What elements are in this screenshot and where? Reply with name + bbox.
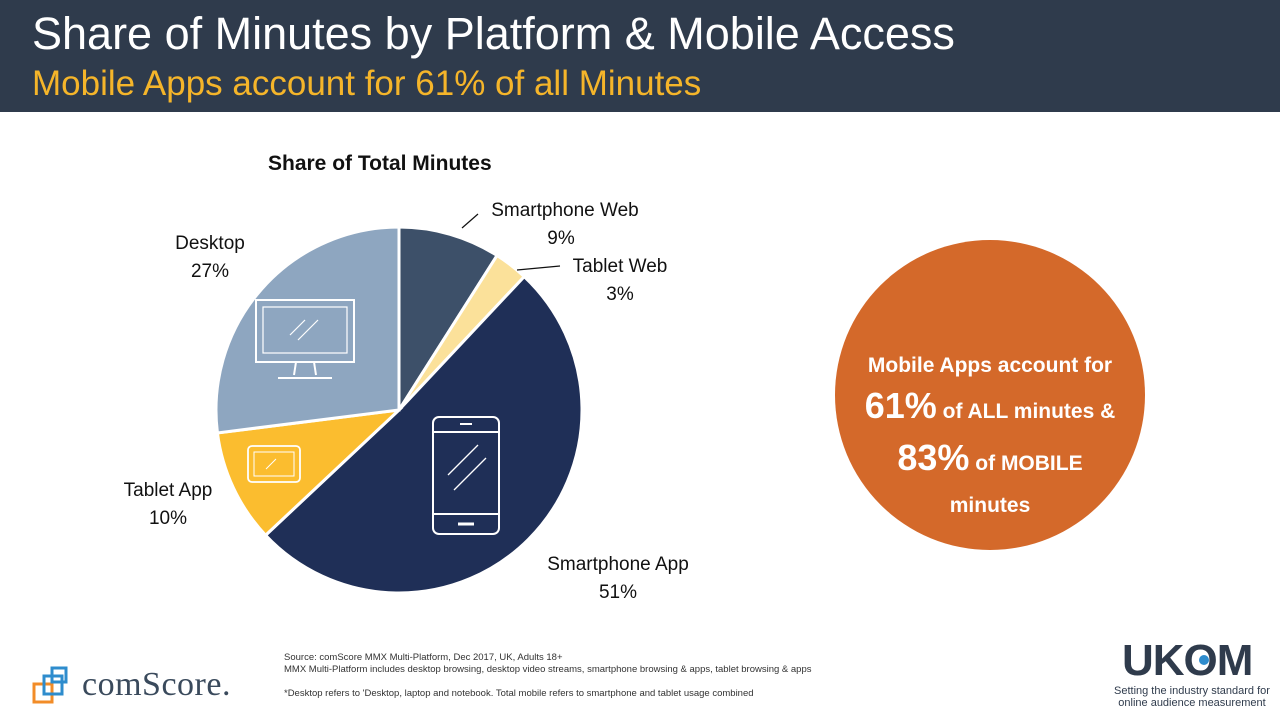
pie-slice-tablet-app xyxy=(215,407,404,538)
source-line-1: Source: comScore MMX Multi-Platform, Dec… xyxy=(284,652,563,663)
callout-line-4: minutes xyxy=(949,494,1031,517)
ukom-logo: UKOM xyxy=(1122,636,1253,685)
mobile-apps-callout-circle xyxy=(835,240,1145,550)
comscore-logo: comScore. xyxy=(82,666,231,703)
label-desktop: Desktop 27% xyxy=(165,230,255,286)
label-smartphone-web-value: 9% xyxy=(547,228,575,249)
label-tablet-web-name: Tablet Web xyxy=(572,256,668,277)
leader-line-tablet-web xyxy=(516,265,561,271)
comscore-logo-icon xyxy=(32,666,68,704)
tablet-app-icon xyxy=(247,445,301,483)
chart-title: Share of Total Minutes xyxy=(268,152,492,175)
callout-line-2: 61% of ALL minutes & xyxy=(835,384,1145,436)
desktop-monitor-icon xyxy=(255,299,355,379)
label-desktop-name: Desktop xyxy=(175,233,245,254)
pie-slice-smartphone-app xyxy=(263,274,584,595)
ukom-tagline: Setting the industry standard for online… xyxy=(1114,685,1270,709)
label-tablet-web: Tablet Web 3% xyxy=(558,253,682,309)
pie-slice-smartphone-web xyxy=(397,225,500,416)
label-smartphone-web: Smartphone Web 9% xyxy=(470,197,660,253)
label-desktop-value: 27% xyxy=(190,261,230,282)
callout-line-3: 83% of MOBILE xyxy=(835,436,1145,488)
page-subtitle: Mobile Apps account for 61% of all Minut… xyxy=(32,64,702,103)
page-title: Share of Minutes by Platform & Mobile Ac… xyxy=(32,8,955,59)
label-smartphone-app-name: Smartphone App xyxy=(547,554,689,575)
desktop-footnote: *Desktop refers to 'Desktop, laptop and … xyxy=(284,688,754,699)
callout-line-1: Mobile Apps account for xyxy=(867,354,1113,377)
label-tablet-app-name: Tablet App xyxy=(123,480,213,501)
source-note: Source: comScore MMX Multi-Platform, Dec… xyxy=(284,652,812,676)
source-line-2: MMX Multi-Platform includes desktop brow… xyxy=(284,664,812,675)
ukom-logo-icon xyxy=(1199,655,1209,665)
callout-line-2-rest: of ALL minutes & xyxy=(936,400,1116,423)
callout-text: Mobile Apps account for 61% of ALL minut… xyxy=(835,348,1145,524)
label-tablet-app-value: 10% xyxy=(148,508,188,529)
label-smartphone-app: Smartphone App 51% xyxy=(528,551,708,607)
label-smartphone-web-name: Smartphone Web xyxy=(491,200,639,221)
callout-line-3-rest: of MOBILE xyxy=(969,452,1083,475)
header-bar: Share of Minutes by Platform & Mobile Ac… xyxy=(0,0,1280,112)
label-smartphone-app-value: 51% xyxy=(598,582,638,603)
callout-stat-61: 61% xyxy=(864,385,937,426)
smartphone-app-icon xyxy=(432,416,500,535)
ukom-tagline-1: Setting the industry standard for xyxy=(1114,685,1270,697)
label-tablet-app: Tablet App 10% xyxy=(108,477,228,533)
ukom-tagline-2: online audience measurement xyxy=(1118,697,1266,709)
callout-stat-83: 83% xyxy=(897,437,970,478)
leader-line-smartphone-web xyxy=(461,213,479,229)
label-tablet-web-value: 3% xyxy=(606,284,634,305)
